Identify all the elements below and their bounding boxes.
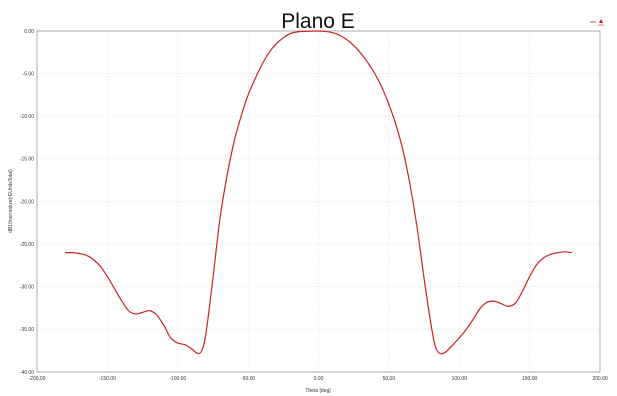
y-tick-label: 0.00 (24, 29, 34, 35)
x-tick-labels: -200.00 -150.00 -100.00 -50.00 0.00 50.00 100.… (29, 376, 608, 382)
y-tick-label: -40.00 (20, 370, 34, 376)
y-tick-label: -35.00 (20, 327, 34, 333)
chart-title: Plano E (281, 10, 355, 33)
legend-marker-icon (599, 19, 603, 23)
grid-layer (37, 31, 600, 372)
series-layer (65, 30, 572, 355)
y-axis-label: dB10normalize(rEUnitsTotal) (8, 169, 14, 233)
y-tick-label: -25.00 (20, 242, 34, 248)
y-tick-label: -10.00 (20, 114, 34, 120)
series-line (65, 30, 572, 355)
x-tick-label: 100.00 (452, 376, 468, 382)
x-tick-label: -100.00 (169, 376, 186, 382)
y-tick-label: -30.00 (20, 285, 34, 291)
legend (590, 19, 604, 26)
y-tick-label: -5.00 (23, 71, 35, 77)
y-tick-label: -15.00 (20, 157, 34, 163)
x-tick-label: 150.00 (522, 376, 538, 382)
x-axis-label: Theta [deg] (305, 388, 331, 394)
x-tick-label: 200.00 (592, 376, 608, 382)
y-tick-label: -20.00 (20, 199, 34, 205)
x-tick-label: -50.00 (241, 376, 255, 382)
x-tick-label: -200.00 (29, 376, 46, 382)
y-tick-labels: 0.00 -5.00 -10.00 -15.00 -20.00 -25.00 -30.00 -… (20, 29, 34, 376)
x-tick-label: 50.00 (383, 376, 396, 382)
x-tick-label: 0.00 (314, 376, 324, 382)
x-tick-label: -150.00 (99, 376, 116, 382)
